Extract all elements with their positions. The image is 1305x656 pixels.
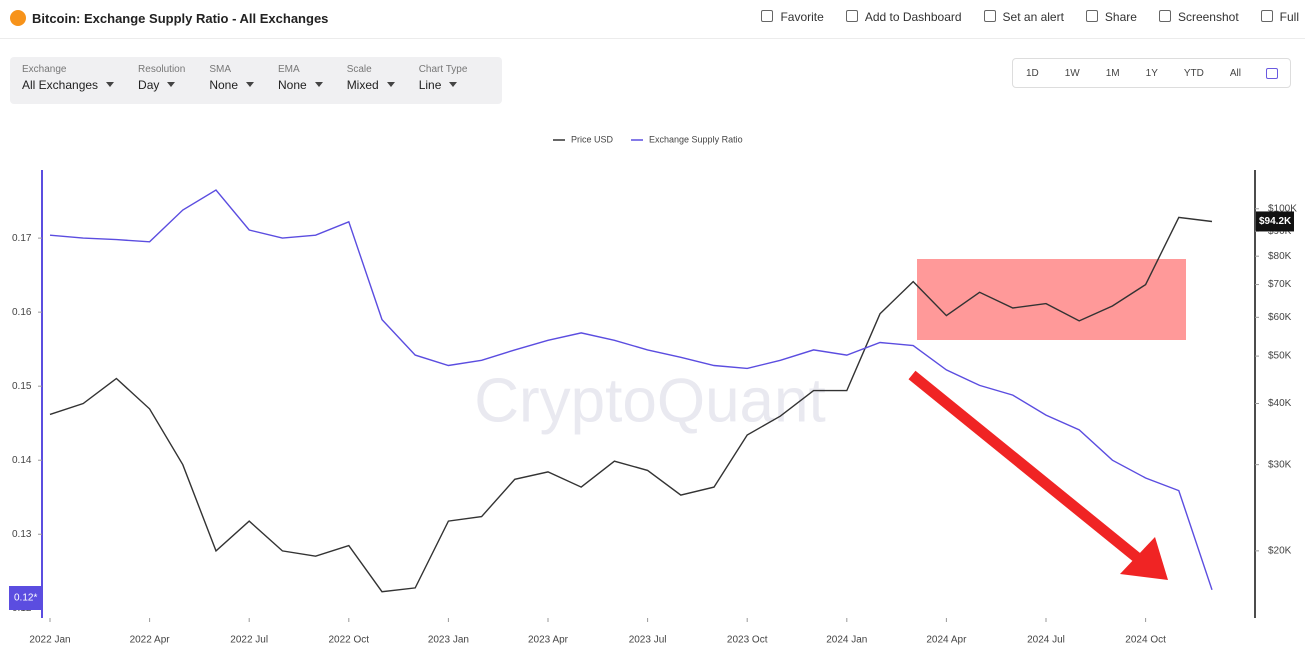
header-actions: Favorite Add to Dashboard Set an alert Shar… xyxy=(761,10,1299,24)
control-value: Line xyxy=(419,78,468,92)
y-tick-label: 0.16 xyxy=(12,307,32,318)
y2-tick-label: $80K xyxy=(1268,251,1292,262)
series-line xyxy=(49,189,1213,591)
control-value: Mixed xyxy=(347,78,395,92)
y2-tick-label: $60K xyxy=(1268,312,1292,323)
legend-label: Exchange Supply Ratio xyxy=(649,134,743,144)
control-label: Exchange xyxy=(22,64,67,75)
control[interactable]: Scale Mixed xyxy=(335,57,407,104)
range-button[interactable]: 1D xyxy=(1025,67,1039,79)
x-tick-label: 2023 Jul xyxy=(629,635,667,646)
current-price-box xyxy=(1256,211,1294,232)
y-tick-label: 0.17 xyxy=(12,233,32,244)
y-tick-label: 0.15 xyxy=(12,381,32,392)
control-bar: Exchange All Exchanges Resolution Day SMA Non… xyxy=(10,57,502,104)
x-tick-label: 2024 Jan xyxy=(826,635,867,646)
bitcoin-logo xyxy=(10,10,26,26)
page-title: Bitcoin: Exchange Supply Ratio - All Exc… xyxy=(32,11,329,26)
range-button[interactable]: All xyxy=(1229,67,1241,79)
x-tick-label: 2022 Jan xyxy=(29,635,70,646)
control-value: All Exchanges xyxy=(22,78,114,92)
trend-arrow xyxy=(908,370,1168,580)
header-action[interactable]: Screenshot xyxy=(1159,10,1239,24)
y2-tick-label: $40K xyxy=(1268,398,1292,409)
arrow-head xyxy=(1120,537,1168,580)
control-label: SMA xyxy=(209,64,231,75)
range-button[interactable]: 1Y xyxy=(1145,67,1158,79)
highlight-box xyxy=(917,259,1186,340)
watermark: CryptoQuant xyxy=(474,366,826,435)
x-tick-label: 2024 Oct xyxy=(1125,635,1166,646)
y-tick-label: 0.13 xyxy=(12,529,32,540)
y2-tick-label: $30K xyxy=(1268,459,1292,470)
x-tick-label: 2023 Oct xyxy=(727,635,768,646)
header-action[interactable]: Add to Dashboard xyxy=(846,10,962,24)
x-tick-label: 2024 Jul xyxy=(1027,635,1065,646)
control[interactable]: EMA None xyxy=(266,57,335,104)
current-price-label: $94.2K xyxy=(1259,216,1292,227)
control[interactable]: Chart Type Line xyxy=(407,57,480,104)
header: Bitcoin: Exchange Supply Ratio - All Exc… xyxy=(0,0,1305,39)
legend-label: Price USD xyxy=(571,134,614,144)
control-value: None xyxy=(278,78,323,92)
current-value-label: 0.12* xyxy=(14,593,37,604)
x-tick-label: 2024 Apr xyxy=(926,635,967,646)
header-action[interactable]: Full xyxy=(1261,10,1299,24)
range-button[interactable]: 1M xyxy=(1105,67,1120,79)
range-button[interactable]: 1W xyxy=(1064,67,1080,79)
control-label: Chart Type xyxy=(418,64,468,75)
range-selector: 1D 1W 1M 1Y YTD All xyxy=(1011,58,1291,88)
x-tick-label: 2022 Jul xyxy=(230,635,268,646)
control-label: Resolution xyxy=(138,64,186,75)
arrow-shaft xyxy=(908,370,1144,565)
y2-tick-label: $70K xyxy=(1268,279,1292,290)
control[interactable]: Resolution Day xyxy=(126,57,197,104)
x-tick-label: 2022 Apr xyxy=(130,635,171,646)
control-value: Day xyxy=(138,78,185,92)
control-label: EMA xyxy=(278,64,300,75)
x-tick-label: 2023 Apr xyxy=(528,635,569,646)
y2-tick-label: $50K xyxy=(1268,351,1292,362)
control-label: Scale xyxy=(346,64,372,75)
header-action[interactable]: Set an alert xyxy=(984,10,1064,24)
y2-tick-label: $100K xyxy=(1268,203,1297,214)
y-tick-label: 0.14 xyxy=(12,455,32,466)
series-line xyxy=(49,216,1213,593)
current-value-box xyxy=(9,586,42,610)
y2-tick-label: $20K xyxy=(1268,545,1292,556)
x-tick-label: 2022 Oct xyxy=(329,635,370,646)
control[interactable]: Exchange All Exchanges xyxy=(10,57,126,104)
control[interactable]: SMA None xyxy=(197,57,266,104)
header-action[interactable]: Share xyxy=(1086,10,1137,24)
x-tick-label: 2023 Jan xyxy=(428,635,469,646)
control-value: None xyxy=(209,78,254,92)
header-action[interactable]: Favorite xyxy=(761,10,823,24)
range-button[interactable]: YTD xyxy=(1183,67,1204,79)
calendar-button[interactable] xyxy=(1266,67,1278,79)
